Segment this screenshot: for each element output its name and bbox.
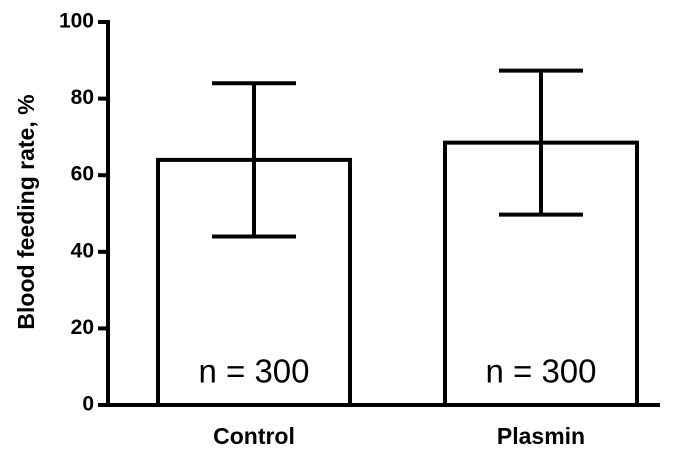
y-tick-label: 100 xyxy=(59,10,94,33)
y-tick-label: 60 xyxy=(71,163,94,186)
x-tick-label: Control xyxy=(213,423,295,449)
bar-annotation: n = 300 xyxy=(198,353,309,390)
y-tick-label: 40 xyxy=(71,239,94,262)
bar-annotation: n = 300 xyxy=(485,353,596,390)
y-axis-label: Blood feeding rate, % xyxy=(13,94,39,329)
y-tick-label: 0 xyxy=(82,393,94,416)
x-tick-label: Plasmin xyxy=(497,423,585,449)
y-tick-label: 20 xyxy=(71,316,94,339)
y-tick-label: 80 xyxy=(71,86,94,109)
